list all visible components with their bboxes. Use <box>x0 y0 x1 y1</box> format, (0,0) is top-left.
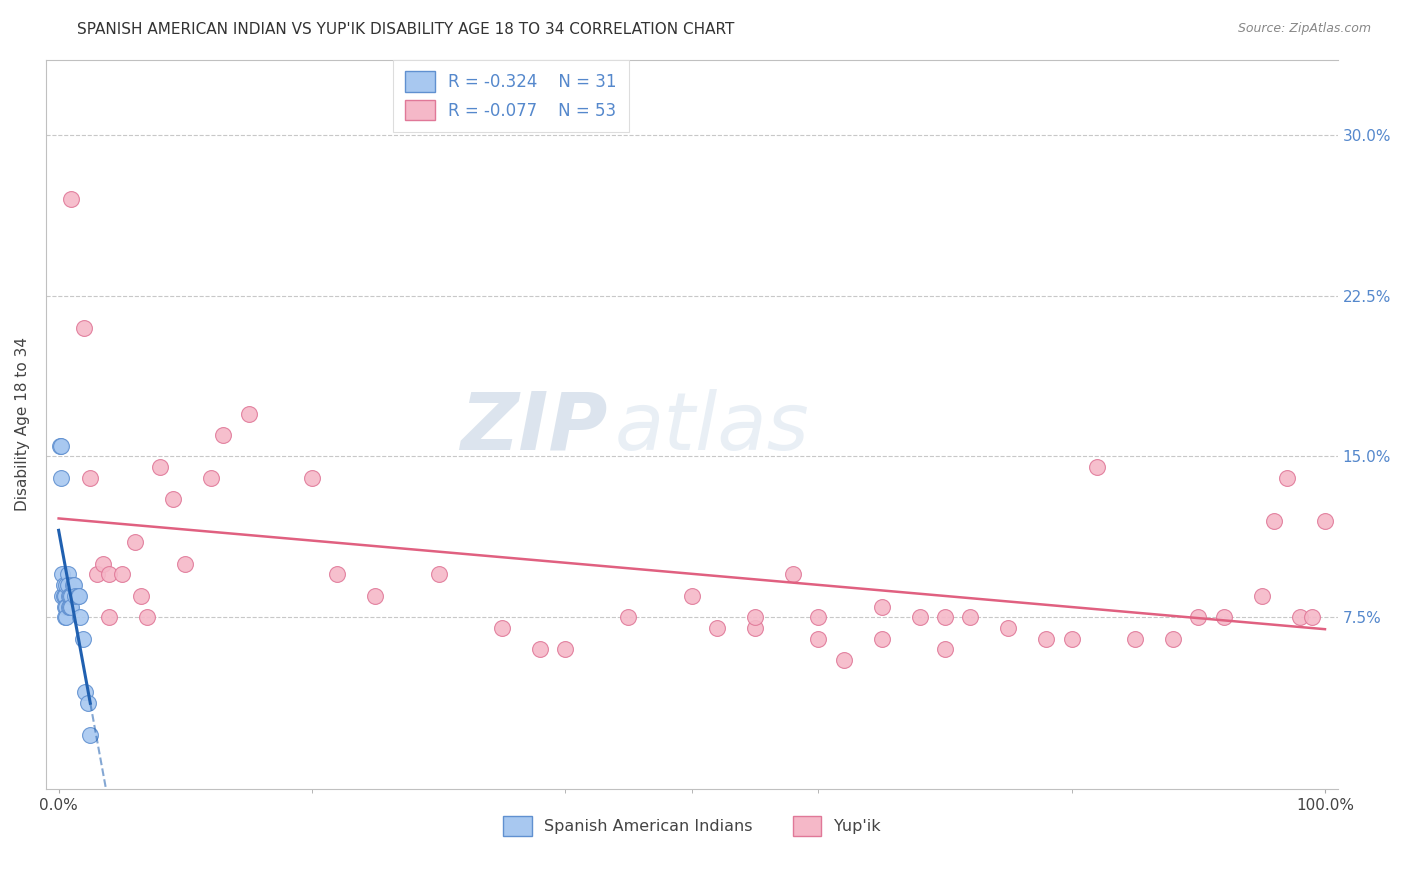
Point <box>1301 610 1323 624</box>
Point <box>149 460 172 475</box>
Text: SPANISH AMERICAN INDIAN VS YUP'IK DISABILITY AGE 18 TO 34 CORRELATION CHART: SPANISH AMERICAN INDIAN VS YUP'IK DISABI… <box>77 22 735 37</box>
Point <box>364 589 387 603</box>
Point <box>63 589 86 603</box>
Point <box>55 578 77 592</box>
Point <box>1060 632 1083 646</box>
Point <box>1250 589 1272 603</box>
Point <box>427 567 450 582</box>
Point <box>69 610 91 624</box>
Point <box>124 535 146 549</box>
Point <box>1288 610 1310 624</box>
Point <box>91 557 114 571</box>
Point <box>59 589 82 603</box>
Point <box>58 589 80 603</box>
Point <box>62 578 84 592</box>
Text: ZIP: ZIP <box>461 389 607 467</box>
Point <box>52 589 75 603</box>
Point <box>55 610 77 624</box>
Point <box>162 492 184 507</box>
Point <box>959 610 981 624</box>
Point <box>782 567 804 582</box>
Point <box>56 567 79 582</box>
Point <box>832 653 855 667</box>
Point <box>997 621 1019 635</box>
Point <box>51 567 73 582</box>
Point <box>136 610 159 624</box>
Point <box>98 610 121 624</box>
Text: atlas: atlas <box>614 389 808 467</box>
Point <box>58 599 80 614</box>
Point <box>934 610 956 624</box>
Point <box>60 589 83 603</box>
Point <box>59 599 82 614</box>
Point <box>60 192 83 206</box>
Point <box>870 599 893 614</box>
Point <box>53 589 76 603</box>
Point <box>60 599 83 614</box>
Point <box>301 471 323 485</box>
Point <box>238 407 260 421</box>
Legend: Spanish American Indians, Yup'ik: Spanish American Indians, Yup'ik <box>503 816 882 836</box>
Point <box>529 642 551 657</box>
Point <box>744 621 766 635</box>
Point <box>744 610 766 624</box>
Point <box>1212 610 1234 624</box>
Point <box>1187 610 1209 624</box>
Point <box>934 642 956 657</box>
Point <box>75 685 97 699</box>
Point <box>1275 471 1298 485</box>
Point <box>51 589 73 603</box>
Point <box>554 642 576 657</box>
Point <box>111 567 134 582</box>
Point <box>52 578 75 592</box>
Point <box>1035 632 1057 646</box>
Point <box>1161 632 1184 646</box>
Point <box>79 471 101 485</box>
Point <box>98 567 121 582</box>
Point <box>807 632 830 646</box>
Point <box>200 471 222 485</box>
Point <box>53 599 76 614</box>
Point <box>51 471 73 485</box>
Y-axis label: Disability Age 18 to 34: Disability Age 18 to 34 <box>15 337 30 511</box>
Point <box>63 578 86 592</box>
Point <box>1123 632 1146 646</box>
Point <box>67 589 90 603</box>
Point <box>617 610 640 624</box>
Point <box>76 696 98 710</box>
Point <box>49 439 72 453</box>
Point <box>73 320 96 334</box>
Point <box>681 589 703 603</box>
Point <box>212 428 235 442</box>
Point <box>1263 514 1285 528</box>
Point <box>491 621 513 635</box>
Point <box>1313 514 1336 528</box>
Point <box>72 632 94 646</box>
Point <box>66 589 89 603</box>
Point <box>79 728 101 742</box>
Point <box>174 557 197 571</box>
Point <box>870 632 893 646</box>
Point <box>55 599 77 614</box>
Point <box>706 621 728 635</box>
Text: Source: ZipAtlas.com: Source: ZipAtlas.com <box>1237 22 1371 36</box>
Point <box>86 567 108 582</box>
Point <box>326 567 349 582</box>
Point <box>129 589 152 603</box>
Point <box>908 610 931 624</box>
Point <box>807 610 830 624</box>
Point <box>51 439 73 453</box>
Point <box>1085 460 1108 475</box>
Point <box>56 578 79 592</box>
Point <box>53 610 76 624</box>
